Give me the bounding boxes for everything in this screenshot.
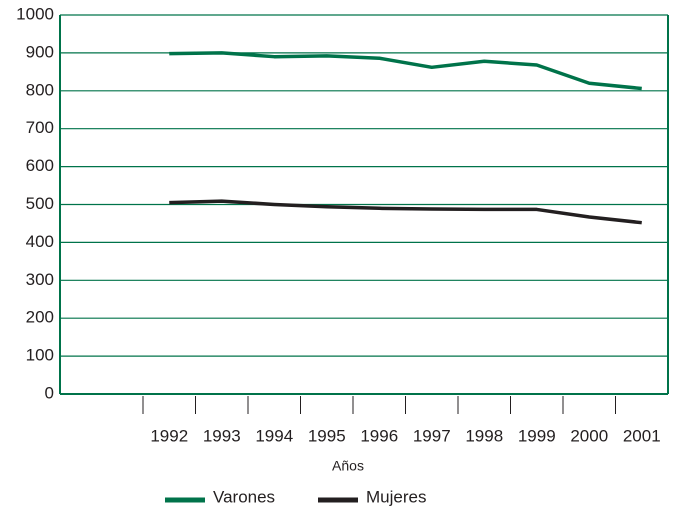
- x-axis-label: Años: [332, 458, 364, 474]
- x-tick-label: 2001: [623, 426, 661, 445]
- x-tick-label: 2000: [570, 426, 608, 445]
- x-tick-label: 1997: [413, 426, 451, 445]
- y-tick-label: 900: [26, 42, 54, 61]
- x-tick-label: 1994: [255, 426, 293, 445]
- y-tick-label: 1000: [16, 4, 54, 23]
- y-tick-label: 800: [26, 80, 54, 99]
- y-tick-label: 300: [26, 270, 54, 289]
- y-tick-label: 0: [45, 383, 54, 402]
- series-line: [169, 199, 642, 225]
- y-tick-label: 400: [26, 232, 54, 251]
- series-line: [169, 51, 642, 91]
- x-tick-label: 1992: [150, 426, 188, 445]
- y-tick-label: 500: [26, 194, 54, 213]
- x-tick-label: 1999: [518, 426, 556, 445]
- y-tick-label: 700: [26, 118, 54, 137]
- x-tick-label: 1996: [360, 426, 398, 445]
- legend-label: Varones: [213, 487, 275, 506]
- x-tick-label: 1998: [465, 426, 503, 445]
- x-tick-label: 1993: [203, 426, 241, 445]
- y-tick-label: 100: [26, 346, 54, 365]
- y-tick-label: 600: [26, 156, 54, 175]
- x-tick-label: 1995: [308, 426, 346, 445]
- legend-label: Mujeres: [366, 487, 426, 506]
- y-tick-label: 200: [26, 308, 54, 327]
